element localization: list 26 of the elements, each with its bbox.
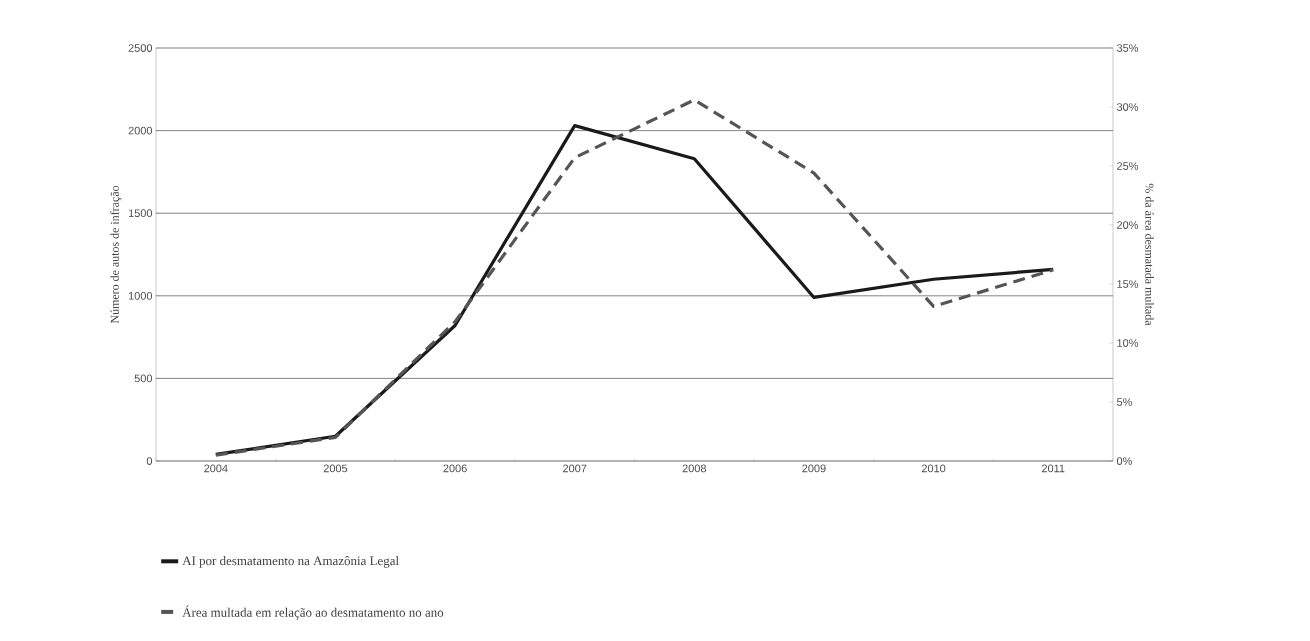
y-tick-label: 1500 [128,209,153,218]
y2-tick-label: 35% [1116,44,1139,52]
legend-label: Área multada em relação ao desmatamento no ano [182,605,444,620]
x-tick-label: 2004 [204,464,228,473]
y-tick-label: 1000 [128,291,153,300]
y2-tick-label: 25% [1117,162,1139,170]
x-tick-label: 2008 [682,464,707,473]
x-tick-label: 2007 [563,464,587,473]
y-axis-title: Número de autos de infração [110,185,122,324]
y2-tick-label: 10% [1117,339,1139,347]
y-tick-label: 0 [146,457,153,465]
legend-label: AI por desmatamento na Amazônia Legal [182,556,399,568]
y2-axis-title: % da área desmatada multada [1145,183,1154,326]
y-tick-label: 2500 [128,44,153,52]
y-tick-label: 2000 [128,126,153,135]
x-tick-label: 2006 [443,464,467,473]
x-tick-label: 2009 [802,464,826,473]
y2-tick-label: 0% [1116,457,1132,465]
y2-tick-label: 15% [1117,280,1139,288]
y2-tick-label: 5% [1116,398,1132,406]
y-tick-label: 500 [134,374,153,383]
x-tick-label: 2011 [1041,464,1065,473]
y2-tick-label: 20% [1117,221,1139,229]
x-tick-label: 2005 [323,464,348,473]
x-tick-label: 2010 [921,464,946,473]
y2-tick-label: 30% [1116,103,1139,111]
